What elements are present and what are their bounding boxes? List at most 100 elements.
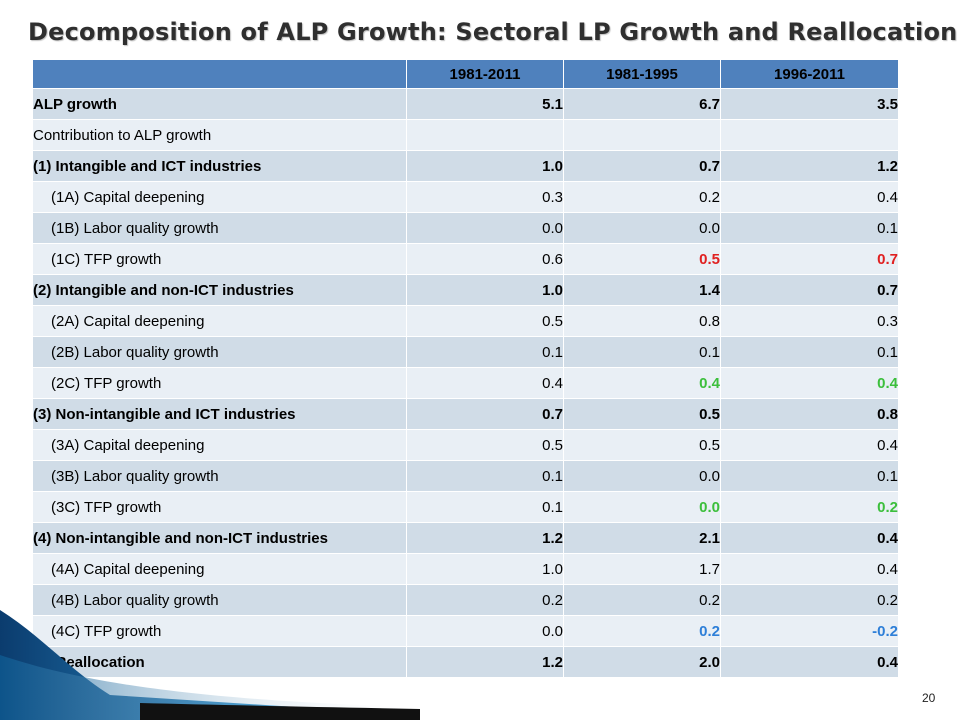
cell-1981-2011: 0.6 <box>406 243 564 275</box>
page-number: 20 <box>922 691 936 705</box>
cell-1981-2011: 0.7 <box>406 398 564 430</box>
cell-1996-2011: 0.4 <box>720 553 899 585</box>
row-label: (2) Intangible and non-ICT industries <box>32 274 407 306</box>
table-row: (2C) TFP growth 0.4 0.4 0.4 <box>32 367 899 399</box>
cell-value: 1.2 <box>877 157 898 175</box>
cell-1981-2011: 0.4 <box>406 367 564 399</box>
cell-1981-1995 <box>563 119 721 151</box>
row-label: (1C) TFP growth <box>32 243 407 275</box>
cell-value: 1.0 <box>542 560 563 578</box>
cell-value: 0.2 <box>699 622 720 640</box>
cell-value: 1.4 <box>699 281 720 299</box>
row-label: (4A) Capital deepening <box>32 553 407 585</box>
table-row: (1C) TFP growth 0.6 0.5 0.7 <box>32 243 899 275</box>
header-period-1981-1995: 1981-1995 <box>563 59 721 89</box>
wave-band-light <box>0 655 420 720</box>
table-row: (1A) Capital deepening 0.3 0.2 0.4 <box>32 181 899 213</box>
table-row: (4) Non-intangible and non-ICT industrie… <box>32 522 899 554</box>
table-row: (3A) Capital deepening 0.5 0.5 0.4 <box>32 429 899 461</box>
cell-1996-2011 <box>720 119 899 151</box>
cell-value: 0.5 <box>542 312 563 330</box>
cell-value: 0.1 <box>542 343 563 361</box>
wave-band-black <box>140 703 420 720</box>
table-row: (3B) Labor quality growth 0.1 0.0 0.1 <box>32 460 899 492</box>
cell-1981-1995: 0.0 <box>563 491 721 523</box>
cell-value: 0.8 <box>877 405 898 423</box>
cell-value: 6.7 <box>699 95 720 113</box>
table-row: (3C) TFP growth 0.1 0.0 0.2 <box>32 491 899 523</box>
cell-1981-1995: 1.4 <box>563 274 721 306</box>
cell-value: 0.7 <box>877 281 898 299</box>
table-row: (4A) Capital deepening 1.0 1.7 0.4 <box>32 553 899 585</box>
cell-1996-2011: 0.4 <box>720 429 899 461</box>
cell-1981-2011: 5.1 <box>406 88 564 120</box>
cell-value: 0.2 <box>699 188 720 206</box>
cell-value: 0.1 <box>699 343 720 361</box>
cell-1996-2011: 0.4 <box>720 522 899 554</box>
cell-value: 0.5 <box>699 405 720 423</box>
table-row: (3) Non-intangible and ICT industries 0.7… <box>32 398 899 430</box>
cell-1996-2011: 0.1 <box>720 460 899 492</box>
cell-value: 0.4 <box>877 529 898 547</box>
header-period-1996-2011: 1996-2011 <box>720 59 899 89</box>
cell-1981-2011: 0.5 <box>406 305 564 337</box>
row-label: (5) Reallocation <box>32 646 407 678</box>
header-period-1981-2011: 1981-2011 <box>406 59 564 89</box>
cell-1981-1995: 0.2 <box>563 181 721 213</box>
cell-value: 0.6 <box>542 250 563 268</box>
cell-value: 1.0 <box>542 281 563 299</box>
cell-1981-1995: 0.5 <box>563 398 721 430</box>
table-row: (4B) Labor quality growth 0.2 0.2 0.2 <box>32 584 899 616</box>
cell-1981-1995: 2.1 <box>563 522 721 554</box>
cell-1981-2011: 0.0 <box>406 615 564 647</box>
cell-value: 0.1 <box>877 219 898 237</box>
cell-1981-1995: 0.8 <box>563 305 721 337</box>
cell-1981-1995: 0.1 <box>563 336 721 368</box>
cell-1981-2011: 1.2 <box>406 646 564 678</box>
cell-1981-2011: 1.0 <box>406 553 564 585</box>
cell-value: 1.2 <box>542 653 563 671</box>
row-label: (2B) Labor quality growth <box>32 336 407 368</box>
growth-decomposition-table: 1981-2011 1981-1995 1996-2011 ALP growth… <box>32 59 899 678</box>
cell-1981-2011: 0.1 <box>406 491 564 523</box>
cell-value: 0.4 <box>877 653 898 671</box>
cell-1981-1995: 0.2 <box>563 584 721 616</box>
cell-value: 0.2 <box>699 591 720 609</box>
cell-1996-2011: 0.8 <box>720 398 899 430</box>
cell-1981-2011: 0.2 <box>406 584 564 616</box>
cell-1981-1995: 2.0 <box>563 646 721 678</box>
cell-1981-2011: 1.0 <box>406 150 564 182</box>
table-row: (2A) Capital deepening 0.5 0.8 0.3 <box>32 305 899 337</box>
row-label: ALP growth <box>32 88 407 120</box>
slide-title: Decomposition of ALP Growth: Sectoral LP… <box>28 18 958 46</box>
cell-value: 0.1 <box>877 343 898 361</box>
cell-value: 0.2 <box>542 591 563 609</box>
header-row: 1981-2011 1981-1995 1996-2011 <box>32 59 899 89</box>
cell-1996-2011: 0.1 <box>720 212 899 244</box>
cell-value: 0.1 <box>542 498 563 516</box>
table-header: 1981-2011 1981-1995 1996-2011 <box>32 59 899 89</box>
cell-1981-1995: 0.7 <box>563 150 721 182</box>
row-label: (2A) Capital deepening <box>32 305 407 337</box>
cell-value: 0.3 <box>542 188 563 206</box>
table-body: ALP growth 5.1 6.7 3.5 Contribution to ALP g… <box>32 88 899 678</box>
cell-1996-2011: 1.2 <box>720 150 899 182</box>
cell-1996-2011: -0.2 <box>720 615 899 647</box>
cell-value: 5.1 <box>542 95 563 113</box>
cell-1981-2011: 0.1 <box>406 460 564 492</box>
cell-value: 0.4 <box>542 374 563 392</box>
cell-1996-2011: 0.4 <box>720 181 899 213</box>
row-label: (3) Non-intangible and ICT industries <box>32 398 407 430</box>
cell-value: 0.4 <box>877 436 898 454</box>
cell-1981-1995: 0.2 <box>563 615 721 647</box>
cell-value: 0.0 <box>542 622 563 640</box>
cell-value: 0.4 <box>877 560 898 578</box>
cell-1996-2011: 0.7 <box>720 274 899 306</box>
cell-1981-2011: 1.0 <box>406 274 564 306</box>
row-label: (4B) Labor quality growth <box>32 584 407 616</box>
decorative-wave-graphic <box>0 610 420 720</box>
cell-value: 0.7 <box>699 157 720 175</box>
cell-value: 0.5 <box>699 250 720 268</box>
cell-1996-2011: 0.7 <box>720 243 899 275</box>
cell-1981-1995: 6.7 <box>563 88 721 120</box>
